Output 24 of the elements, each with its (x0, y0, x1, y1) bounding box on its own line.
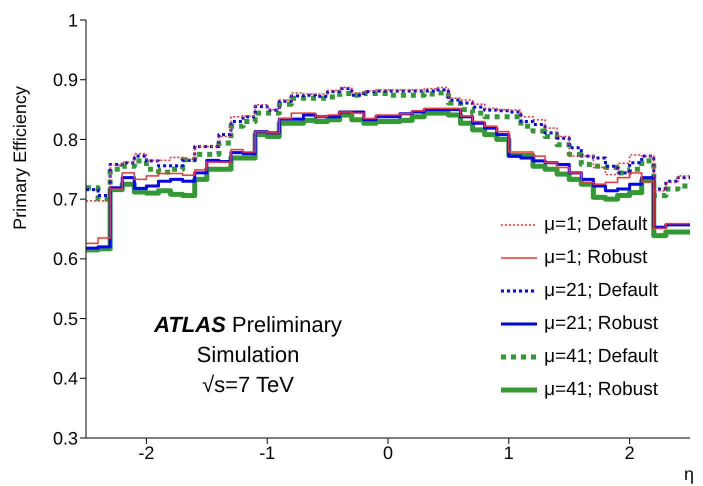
legend-label: μ=21; Robust (544, 312, 658, 334)
y-tick-label: 0.7 (52, 190, 78, 210)
y-tick-label: 0.5 (52, 308, 78, 329)
annotation: Simulation (196, 341, 300, 369)
y-tick-label: 0.6 (52, 249, 78, 270)
y-tick-label: 0.8 (52, 130, 78, 150)
annotation: ATLAS Preliminary (152, 311, 343, 339)
y-tick-label: 1 (68, 10, 78, 30)
legend-label: μ=41; Robust (544, 378, 658, 400)
x-tick-label: 2 (624, 442, 635, 463)
x-tick-label: 0 (382, 442, 394, 463)
x-tick-label: -1 (259, 442, 276, 463)
legend-label: μ=41; Default (544, 346, 658, 368)
y-tick-label: 0.3 (52, 428, 78, 448)
legend-label: μ=1; Default (544, 214, 648, 236)
x-tick-label: 1 (504, 442, 514, 463)
x-tick-label: -2 (138, 442, 154, 463)
x-axis-title: η (684, 463, 694, 486)
y-axis-title: Primary Efficiency (9, 85, 31, 232)
legend-label: μ=21; Default (544, 280, 658, 302)
y-tick-label: 0.4 (52, 368, 78, 389)
y-tick-label: 0.9 (52, 70, 78, 90)
legend-label: μ=1; Robust (544, 246, 648, 268)
annotation: √s=7 TeV (201, 371, 295, 399)
